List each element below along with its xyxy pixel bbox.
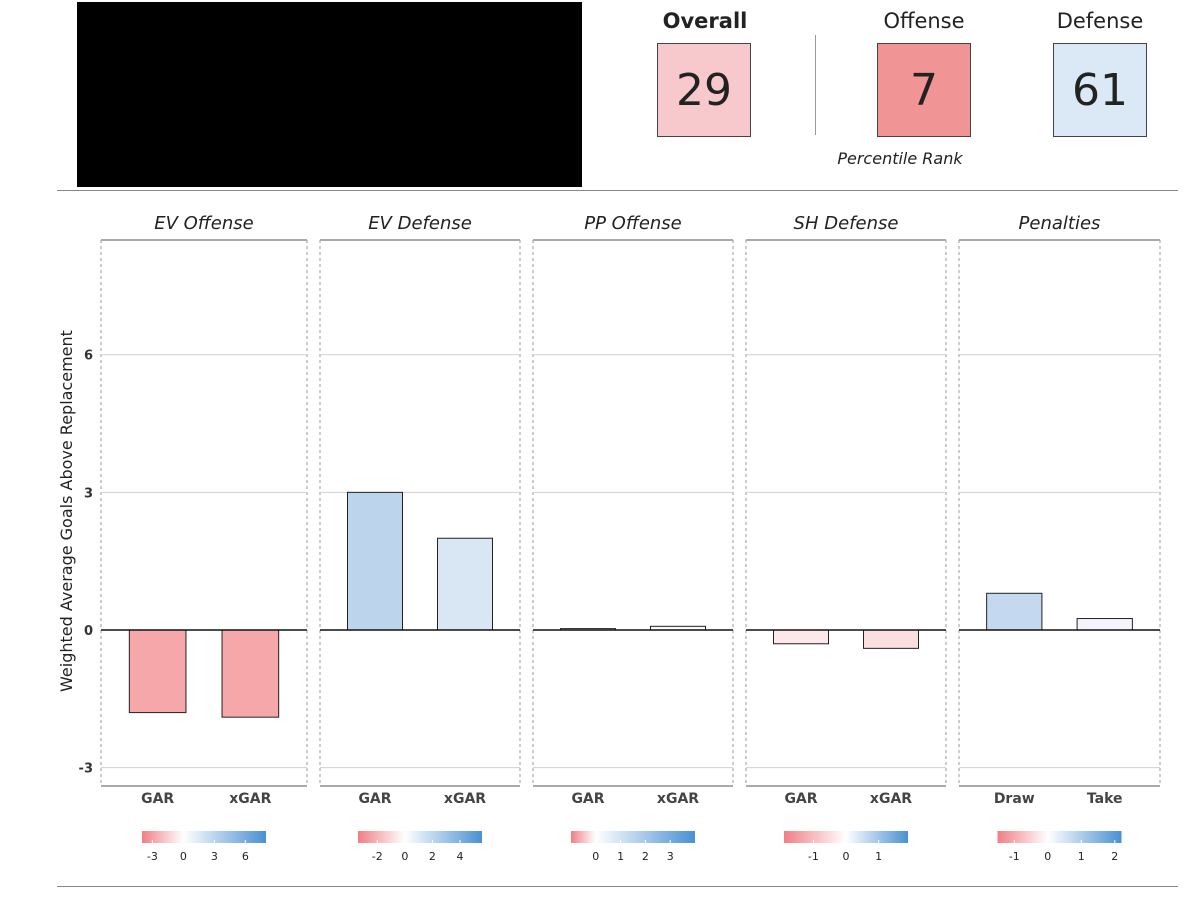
legend-tick-label: 1: [875, 850, 882, 863]
x-category-label: GAR: [571, 791, 604, 807]
bar-gar: [128, 629, 187, 714]
legend-tick-label: 0: [180, 850, 187, 863]
x-category-label: Take: [1087, 791, 1123, 807]
defense-rank-box: 61: [1053, 43, 1147, 137]
legend-tick-label: -2: [372, 850, 383, 863]
legend-tick-label: 0: [1044, 850, 1051, 863]
rank-separator: [815, 35, 816, 135]
legend-tick-label: 0: [401, 850, 408, 863]
legend-tick-label: 0: [592, 850, 599, 863]
legend-colorbar: [142, 831, 266, 843]
percentile-rank-caption: Percentile Rank: [837, 149, 963, 168]
overall-rank-box: 29: [657, 43, 751, 137]
y-tick-label: 6: [84, 349, 93, 364]
bar-xgar: [437, 537, 493, 631]
top-divider: [57, 190, 1178, 191]
legend-colorbar: [784, 831, 908, 843]
legend-tick-label: 1: [1078, 850, 1085, 863]
legend-tick-label: 4: [456, 850, 463, 863]
bar-xgar: [863, 629, 919, 649]
facet-title: Penalties: [1019, 213, 1101, 234]
offense-rank-box: 7: [877, 43, 971, 137]
legend-tick-label: 3: [667, 850, 674, 863]
bottom-divider: [57, 886, 1178, 887]
legend-tick-label: 3: [211, 850, 218, 863]
facet-title: PP Offense: [584, 213, 682, 234]
x-category-label: GAR: [358, 791, 391, 807]
x-category-label: xGAR: [444, 791, 486, 807]
y-tick-label: 0: [84, 624, 93, 639]
legend-tick-label: 0: [843, 850, 850, 863]
defense-rank-label: Defense: [1056, 9, 1144, 33]
bar-gar: [347, 491, 403, 631]
offense-rank-label: Offense: [883, 9, 965, 33]
legend-colorbar: [571, 831, 695, 843]
x-category-label: xGAR: [229, 791, 271, 807]
overall-rank-label: Overall: [662, 9, 748, 33]
x-category-label: Draw: [994, 791, 1035, 807]
y-tick-label: -3: [79, 762, 93, 777]
legend-tick-label: 6: [242, 850, 249, 863]
x-category-label: xGAR: [657, 791, 699, 807]
legend-tick-label: -3: [147, 850, 158, 863]
legend-tick-label: 2: [642, 850, 649, 863]
bar-gar: [773, 629, 829, 645]
legend-tick-label: 2: [1111, 850, 1118, 863]
bar-take: [1076, 618, 1133, 631]
legend-colorbar: [997, 831, 1122, 843]
facet-title: EV Offense: [154, 213, 254, 234]
x-category-label: GAR: [141, 791, 174, 807]
legend-tick-label: 1: [617, 850, 624, 863]
legend-tick-label: -1: [808, 850, 819, 863]
y-axis-title: Weighted Average Goals Above Replacement: [57, 330, 76, 692]
legend-colorbar: [358, 831, 482, 843]
facet-title: SH Defense: [794, 213, 899, 234]
legend-tick-label: 2: [429, 850, 436, 863]
y-tick-label: 3: [84, 486, 93, 501]
legend-tick-label: -1: [1009, 850, 1020, 863]
redacted-player-block: [77, 2, 582, 187]
bar-draw: [986, 592, 1043, 631]
bar-xgar: [221, 629, 280, 718]
x-category-label: xGAR: [870, 791, 912, 807]
facet-title: EV Defense: [368, 213, 472, 234]
x-category-label: GAR: [784, 791, 817, 807]
